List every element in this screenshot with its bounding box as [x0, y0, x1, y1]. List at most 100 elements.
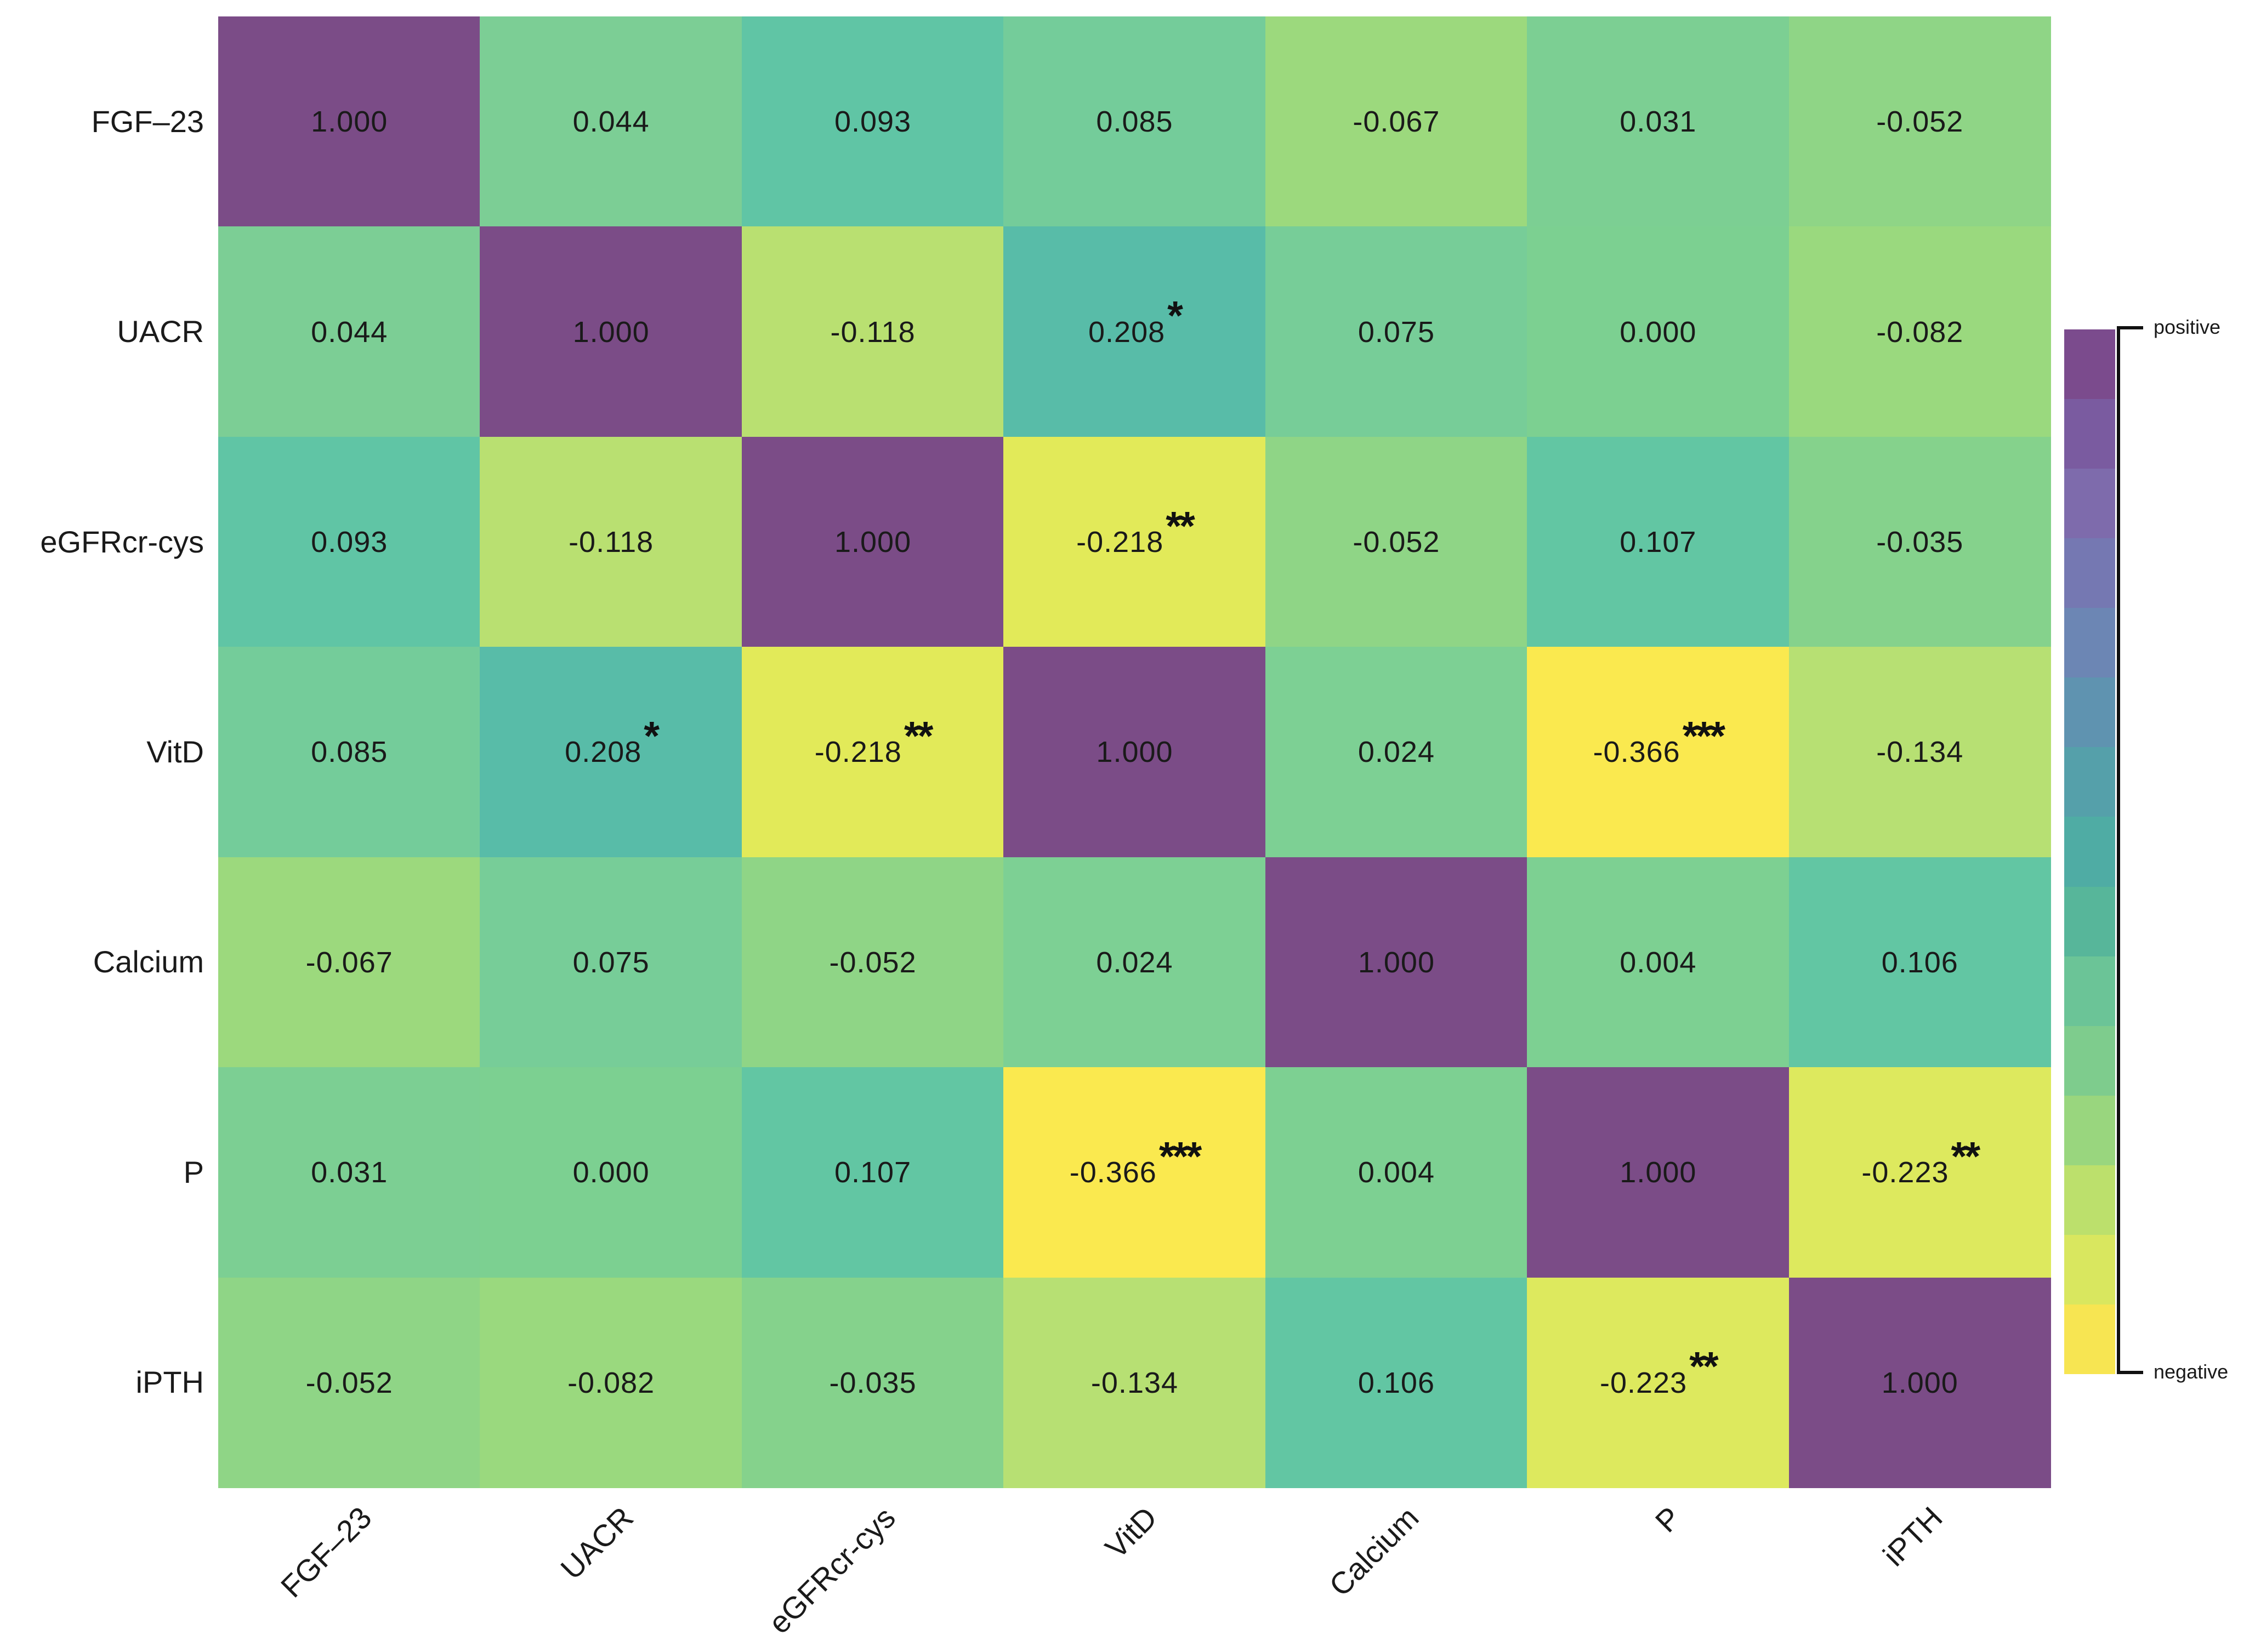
- heatmap-cell: -0.223 **: [1788, 1067, 2051, 1278]
- heatmap-cell: -0.082: [480, 1277, 742, 1488]
- cell-value: 0.093: [311, 526, 388, 559]
- row-label: eGFRcr-cys: [40, 524, 204, 559]
- cell-value: 1.000: [1096, 736, 1173, 769]
- legend-color-step: [2064, 1026, 2115, 1096]
- heatmap-cell: 0.000: [480, 1067, 742, 1278]
- heatmap-cell: 0.024: [1003, 857, 1266, 1068]
- cell-value: -0.134: [1090, 1366, 1179, 1399]
- cell-value: 0.075: [572, 945, 650, 979]
- cell-value: 0.208: [1088, 315, 1166, 349]
- heatmap-cell: -0.035: [741, 1277, 1004, 1488]
- heatmap-cell: 0.208 *: [1003, 226, 1266, 437]
- heatmap-cell: 0.004: [1527, 857, 1790, 1068]
- heatmap-cell: -0.134: [1003, 1277, 1266, 1488]
- cell-value: -0.223: [1599, 1366, 1688, 1399]
- heatmap-cell: -0.052: [1788, 16, 2051, 227]
- legend-color-step: [2064, 399, 2115, 469]
- heatmap-cell: 0.093: [741, 16, 1004, 227]
- heatmap-cell: 0.024: [1265, 647, 1528, 858]
- heatmap-cell: 1.000: [741, 436, 1004, 648]
- heatmap-cell: -0.134: [1788, 647, 2051, 858]
- significance-stars: **: [904, 713, 934, 759]
- significance-stars: **: [1951, 1133, 1981, 1179]
- heatmap-cell: -0.118: [741, 226, 1004, 437]
- cell-value: 0.004: [1620, 945, 1697, 979]
- column-label: iPTH: [1876, 1500, 1949, 1573]
- legend-color-step: [2064, 747, 2115, 817]
- column-label: VitD: [1098, 1500, 1164, 1565]
- legend-color-step: [2064, 956, 2115, 1026]
- legend-color-step: [2064, 329, 2115, 400]
- heatmap-cell: -0.067: [1265, 16, 1528, 227]
- cell-value: 0.000: [572, 1156, 650, 1189]
- cell-value: -0.118: [569, 526, 654, 559]
- significance-stars: *: [644, 713, 660, 759]
- cell-value: -0.035: [829, 1366, 917, 1399]
- row-label: FGF–23: [91, 104, 204, 139]
- legend-color-step: [2064, 469, 2115, 539]
- cell-value: -0.052: [1353, 526, 1440, 559]
- heatmap-cell: 0.004: [1265, 1067, 1528, 1278]
- heatmap-cell: -0.366 ***: [1527, 647, 1790, 858]
- heatmap-cell: -0.052: [741, 857, 1004, 1068]
- cell-value: -0.082: [1876, 315, 1964, 349]
- significance-stars: ***: [1682, 713, 1725, 759]
- significance-stars: *: [1167, 293, 1183, 339]
- heatmap-cell: 1.000: [1527, 1067, 1790, 1278]
- legend-color-step: [2064, 677, 2115, 748]
- cell-value: 0.044: [311, 315, 388, 349]
- heatmap-cell: 0.107: [1527, 436, 1790, 648]
- heatmap-cell: 1.000: [480, 226, 742, 437]
- cell-value: 0.106: [1357, 1366, 1435, 1399]
- cell-value: 0.107: [834, 1156, 912, 1189]
- heatmap-cell: 0.085: [1003, 16, 1266, 227]
- legend-color-step: [2064, 1304, 2115, 1374]
- cell-value: 1.000: [1357, 945, 1435, 979]
- cell-value: -0.082: [567, 1366, 655, 1399]
- cell-value: 0.208: [565, 736, 642, 769]
- heatmap-cell: 0.044: [218, 226, 481, 437]
- column-label: FGF–23: [274, 1500, 378, 1604]
- heatmap-cell: 0.106: [1265, 1277, 1528, 1488]
- cell-value: -0.052: [829, 945, 917, 979]
- cell-value: 0.024: [1357, 736, 1435, 769]
- legend-color-step: [2064, 1234, 2115, 1304]
- row-label: iPTH: [135, 1365, 204, 1400]
- cell-value: 0.024: [1096, 945, 1173, 979]
- cell-value: 1.000: [834, 526, 912, 559]
- heatmap-cell: 0.031: [218, 1067, 481, 1278]
- cell-value: 0.075: [1357, 315, 1435, 349]
- cell-value: -0.035: [1876, 526, 1964, 559]
- cell-value: 1.000: [1881, 1366, 1958, 1399]
- heatmap-cell: 0.106: [1788, 857, 2051, 1068]
- legend-color-step: [2064, 1095, 2115, 1165]
- heatmap-cell: 1.000: [1003, 647, 1266, 858]
- column-label: eGFRcr-cys: [762, 1500, 902, 1640]
- cell-value: 1.000: [1620, 1156, 1697, 1189]
- column-label: P: [1648, 1500, 1688, 1539]
- heatmap-cell: 0.075: [480, 857, 742, 1068]
- legend-color-step: [2064, 817, 2115, 887]
- cell-value: -0.067: [305, 945, 393, 979]
- heatmap-cell: -0.067: [218, 857, 481, 1068]
- cell-value: -0.118: [830, 315, 916, 349]
- legend-colorbar: [2064, 329, 2115, 1374]
- cell-value: -0.052: [305, 1366, 393, 1399]
- cell-value: -0.052: [1876, 105, 1964, 139]
- heatmap-cell: 0.075: [1265, 226, 1528, 437]
- cell-value: 0.031: [1620, 105, 1697, 139]
- cell-value: 1.000: [572, 315, 650, 349]
- legend-negative-label: negative: [2154, 1360, 2229, 1383]
- legend-color-step: [2064, 1165, 2115, 1235]
- heatmap-cell: -0.035: [1788, 436, 2051, 648]
- legend-color-step: [2064, 886, 2115, 956]
- legend-positive-label: positive: [2154, 316, 2221, 338]
- heatmap-cell: 0.208 *: [480, 647, 742, 858]
- heatmap-cell: -0.218 **: [741, 647, 1004, 858]
- column-label: UACR: [554, 1500, 640, 1586]
- heatmap-cell: 0.093: [218, 436, 481, 648]
- cell-value: 0.031: [311, 1156, 388, 1189]
- cell-value: -0.067: [1353, 105, 1440, 139]
- cell-value: 1.000: [311, 105, 388, 139]
- cell-value: 0.000: [1620, 315, 1697, 349]
